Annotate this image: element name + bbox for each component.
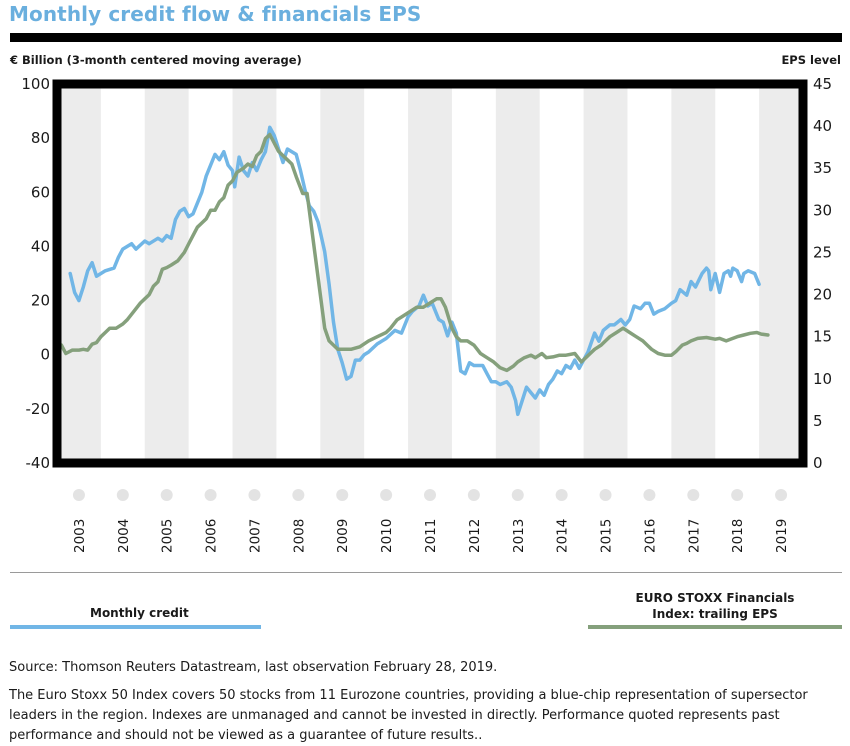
legend-credit-swatch — [10, 625, 261, 629]
year-dot — [160, 489, 173, 501]
y2-tick-label: 0 — [813, 454, 823, 472]
year-band — [57, 84, 101, 463]
x-tick-label: 2014 — [555, 519, 571, 553]
x-tick-label: 2004 — [116, 519, 132, 553]
year-band — [144, 84, 189, 463]
series-layer — [59, 125, 770, 417]
y2-tick-label: 5 — [813, 412, 823, 430]
y2-tick-label: 25 — [813, 243, 832, 261]
y2-tick-label: 20 — [813, 286, 832, 304]
y-tick-label: 20 — [31, 292, 50, 310]
x-tick-label: 2005 — [160, 519, 176, 553]
legend-credit-label: Monthly credit — [90, 606, 189, 620]
chart-area: -40 -20 0 20 40 60 80 100 0 5 10 15 20 25 30 35 40 45 20… — [21, 75, 832, 553]
year-dot — [599, 489, 612, 501]
x-tick-label: 2007 — [247, 519, 263, 553]
x-tick-label: 2011 — [423, 519, 439, 553]
year-dot — [292, 489, 305, 501]
right-axis-ticks: 0 5 10 15 20 25 30 35 40 45 — [813, 75, 832, 472]
legend-eps-label: EURO STOXX Financials Index: trailing EP… — [635, 591, 795, 621]
year-dot — [204, 489, 217, 501]
y2-tick-label: 35 — [813, 159, 832, 177]
year-dot — [687, 489, 700, 501]
y2-tick-label: 15 — [813, 328, 832, 346]
year-dot — [775, 489, 788, 501]
chart-title: Monthly credit flow & financials EPS — [9, 2, 422, 26]
year-band — [583, 84, 628, 463]
year-bands — [57, 84, 803, 463]
year-dot — [248, 489, 261, 501]
source-note: Source: Thomson Reuters Datastream, last… — [9, 660, 498, 675]
x-tick-label: 2009 — [335, 519, 351, 553]
y-tick-label: 0 — [40, 346, 50, 364]
y2-tick-label: 30 — [813, 201, 832, 219]
x-tick-label: 2006 — [204, 519, 220, 553]
x-tick-label: 2018 — [730, 519, 746, 553]
top-rule — [10, 33, 842, 42]
year-band — [232, 84, 277, 463]
right-axis-title: EPS level — [781, 53, 841, 67]
year-dot — [467, 489, 480, 501]
x-tick-label: 2017 — [686, 519, 702, 553]
year-dots — [72, 489, 788, 501]
year-dot — [731, 489, 744, 501]
year-dot — [116, 489, 129, 501]
x-tick-label: 2010 — [379, 519, 395, 553]
y-tick-label: 100 — [21, 75, 50, 93]
legend-divider — [10, 572, 842, 573]
year-dot — [72, 489, 85, 501]
left-axis-ticks: -40 -20 0 20 40 60 80 100 — [21, 75, 50, 472]
disclaimer-text: The Euro Stoxx 50 Index covers 50 stocks… — [9, 688, 808, 743]
y-tick-label: -20 — [26, 400, 51, 418]
y2-tick-label: 40 — [813, 117, 832, 135]
plot-frame — [52, 79, 808, 468]
x-tick-label: 2016 — [642, 519, 658, 553]
x-tick-label: 2003 — [72, 519, 88, 553]
y2-tick-label: 45 — [813, 75, 832, 93]
year-dot — [380, 489, 393, 501]
x-tick-label: 2015 — [599, 519, 615, 553]
y-tick-label: 60 — [31, 183, 50, 201]
y2-tick-label: 10 — [813, 370, 832, 388]
y-tick-label: -40 — [26, 454, 51, 472]
x-tick-label: 2013 — [511, 519, 527, 553]
year-dot — [643, 489, 656, 501]
left-axis-title: € Billion (3-month centered moving avera… — [10, 53, 302, 67]
year-dot — [424, 489, 436, 501]
series-line-trailing-eps — [59, 132, 770, 373]
year-band — [408, 84, 452, 463]
year-dot — [336, 489, 349, 501]
year-dot — [555, 489, 568, 501]
year-band — [495, 84, 540, 463]
x-tick-label: 2008 — [291, 519, 307, 553]
year-dot — [511, 489, 524, 501]
legend-eps-swatch — [588, 625, 842, 629]
year-band — [759, 84, 803, 463]
y-tick-label: 40 — [31, 237, 50, 255]
x-tick-label: 2012 — [467, 519, 483, 553]
x-tick-label: 2019 — [774, 519, 790, 553]
y-tick-label: 80 — [31, 129, 50, 147]
x-axis-labels: 2003 2004 2005 2006 2007 2008 2009 2010 2011 2012… — [72, 519, 790, 553]
